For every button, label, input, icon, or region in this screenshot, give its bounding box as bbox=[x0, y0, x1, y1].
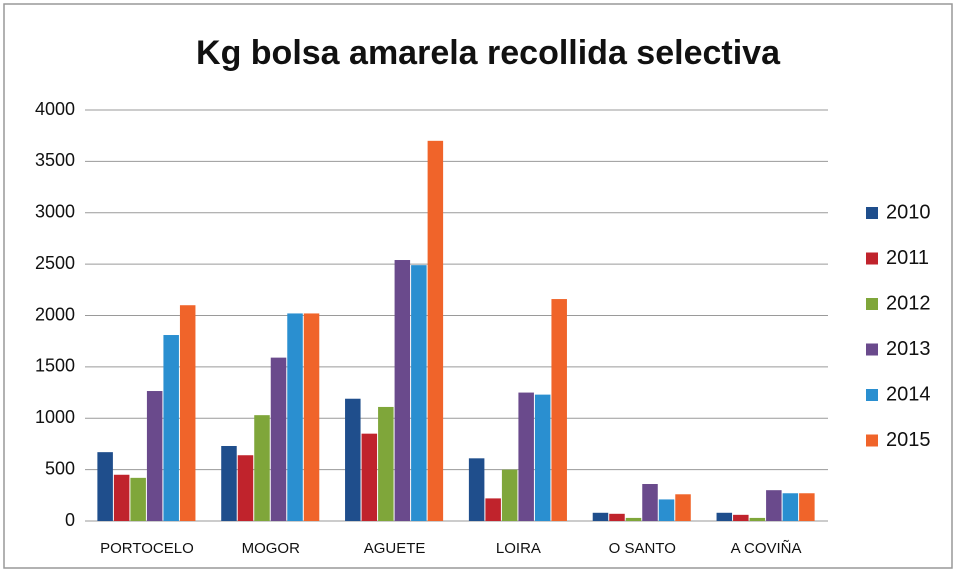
bar bbox=[642, 484, 658, 521]
y-tick-label: 500 bbox=[45, 458, 75, 478]
x-tick-label: A COVIÑA bbox=[731, 540, 802, 557]
y-tick-label: 4000 bbox=[35, 99, 75, 119]
bar bbox=[254, 415, 270, 521]
bar bbox=[287, 313, 303, 521]
bar bbox=[427, 140, 444, 521]
y-tick-label: 0 bbox=[65, 510, 75, 530]
bar bbox=[501, 469, 518, 521]
y-tick-label: 2000 bbox=[35, 304, 75, 324]
chart-title: Kg bolsa amarela recollida selectiva bbox=[196, 34, 781, 72]
legend-swatch bbox=[866, 343, 878, 356]
bar bbox=[609, 513, 625, 521]
legend-swatch bbox=[866, 434, 878, 447]
bar bbox=[146, 391, 163, 521]
bar bbox=[411, 265, 427, 521]
legend-label: 2010 bbox=[886, 201, 931, 223]
bar bbox=[766, 490, 782, 521]
bar bbox=[485, 498, 501, 521]
bar bbox=[179, 305, 196, 521]
bar bbox=[716, 512, 733, 521]
x-tick-label: LOIRA bbox=[496, 540, 541, 557]
legend-label: 2012 bbox=[886, 292, 931, 314]
x-tick-label: PORTOCELO bbox=[100, 540, 194, 557]
bar bbox=[130, 477, 146, 521]
bar bbox=[551, 299, 567, 521]
bar bbox=[221, 445, 237, 521]
x-tick-label: MOGOR bbox=[242, 540, 300, 557]
y-tick-label: 2500 bbox=[35, 253, 75, 273]
bar bbox=[782, 493, 799, 521]
bar bbox=[163, 335, 179, 521]
bar bbox=[394, 260, 411, 521]
bar bbox=[733, 514, 749, 521]
bar bbox=[378, 406, 394, 521]
legend-label: 2015 bbox=[886, 429, 931, 451]
legend-swatch bbox=[866, 252, 878, 265]
bar bbox=[113, 474, 130, 521]
bar bbox=[361, 433, 378, 521]
y-tick-label: 3000 bbox=[35, 202, 75, 222]
legend-swatch bbox=[866, 207, 878, 219]
bar bbox=[658, 499, 675, 521]
legend-swatch bbox=[866, 298, 878, 310]
legend-label: 2011 bbox=[886, 247, 929, 269]
bar bbox=[592, 512, 609, 521]
bar bbox=[468, 458, 485, 521]
bar bbox=[799, 493, 815, 521]
y-tick-label: 1000 bbox=[35, 407, 75, 427]
bar bbox=[675, 494, 691, 521]
y-tick-label: 3500 bbox=[35, 150, 75, 170]
bar bbox=[303, 313, 320, 521]
bar bbox=[270, 357, 287, 521]
y-tick-label: 1500 bbox=[35, 356, 75, 376]
bar bbox=[534, 394, 551, 521]
legend-label: 2013 bbox=[886, 338, 931, 360]
legend-swatch bbox=[866, 389, 878, 401]
bar bbox=[237, 455, 254, 521]
bar bbox=[518, 392, 534, 521]
legend-label: 2014 bbox=[886, 383, 931, 405]
x-tick-label: O SANTO bbox=[609, 540, 676, 557]
bar bbox=[345, 398, 361, 521]
bar bbox=[749, 517, 766, 521]
bar bbox=[625, 517, 642, 521]
bar bbox=[97, 452, 113, 521]
x-tick-label: AGUETE bbox=[364, 540, 426, 557]
